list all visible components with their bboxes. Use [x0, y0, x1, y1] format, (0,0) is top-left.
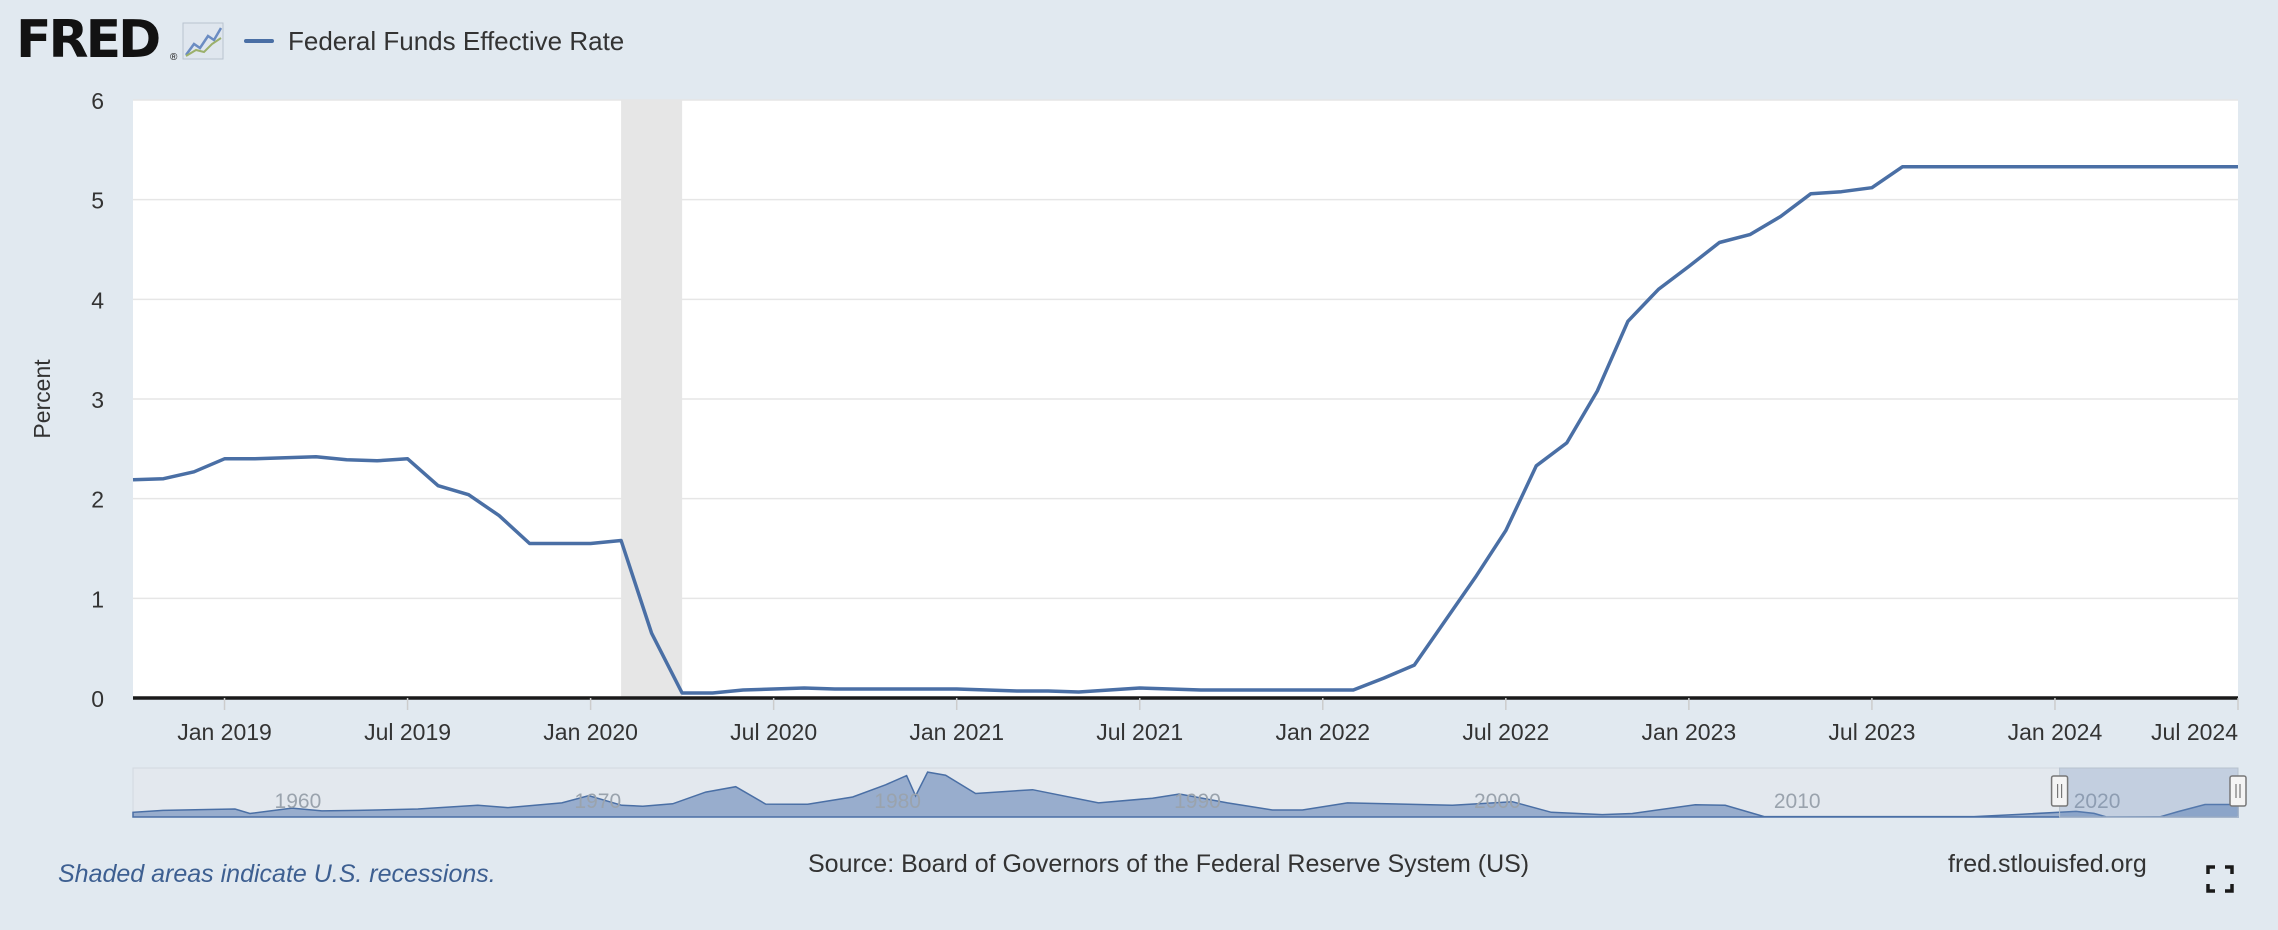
x-tick-label: Jan 2020 — [543, 719, 638, 745]
y-tick-label: 6 — [91, 88, 104, 114]
navigator-handle-right[interactable] — [2229, 775, 2247, 807]
x-tick-label: Jul 2022 — [1462, 719, 1549, 745]
series-line-fedfunds[interactable] — [132, 165, 2238, 695]
x-tick-label: Jan 2022 — [1275, 719, 1370, 745]
navigator-handle-left[interactable] — [2050, 775, 2069, 807]
legend-series-swatch — [244, 39, 274, 43]
grid-lines — [133, 99, 2238, 600]
y-tick-label: 1 — [91, 586, 104, 612]
navigator-year-label: 2000 — [1474, 790, 1521, 813]
recession-note: Shaded areas indicate U.S. recessions. — [58, 860, 496, 888]
navigator-year-label: 1980 — [874, 790, 921, 813]
series-group[interactable] — [132, 165, 2238, 695]
x-tick-label: Jan 2023 — [1642, 719, 1737, 745]
x-tick-label: Jul 2023 — [1828, 719, 1915, 745]
navigator-series-area — [132, 771, 2239, 818]
x-tick-label: Jan 2019 — [177, 719, 272, 745]
fred-logo[interactable]: FRED — [16, 10, 161, 70]
legend[interactable]: Federal Funds Effective Rate — [244, 26, 624, 56]
y-tick-label: 3 — [91, 387, 104, 413]
chart-header: FRED ® Federal Funds Effective Rate — [0, 0, 2278, 80]
x-tick-label: Jul 2019 — [364, 719, 451, 745]
navigator-selection[interactable] — [2059, 767, 2239, 818]
x-tick-label: Jul 2020 — [730, 719, 817, 745]
site-link[interactable]: fred.stlouisfed.org — [1948, 850, 2147, 878]
y-axis: 0 1 2 3 4 5 6 — [91, 88, 104, 712]
y-axis-title: Percent — [29, 359, 55, 439]
x-tick-label: Jan 2024 — [2008, 719, 2103, 745]
navigator-year-label: 1990 — [1174, 790, 1221, 813]
range-navigator[interactable]: 1960 1970 1980 1990 2000 2010 2020 — [132, 767, 2247, 818]
line-graph-icon — [182, 22, 224, 60]
x-tick-label: Jul 2021 — [1096, 719, 1183, 745]
navigator-year-label: 2010 — [1774, 790, 1821, 813]
x-tick-label: Jul 2024 — [2151, 719, 2238, 745]
navigator-year-label: 1970 — [574, 790, 621, 813]
source-text: Source: Board of Governors of the Federa… — [808, 850, 1530, 878]
x-axis: Jan 2019 Jul 2019 Jan 2020 Jul 2020 Jan 2021… — [133, 696, 2239, 745]
y-tick-label: 0 — [91, 686, 104, 712]
y-tick-label: 4 — [91, 287, 104, 313]
navigator-year-label: 2020 — [2074, 790, 2121, 813]
y-tick-label: 5 — [91, 188, 104, 214]
fullscreen-icon[interactable] — [2205, 864, 2235, 894]
legend-series-label: Federal Funds Effective Rate — [288, 25, 625, 56]
registered-mark: ® — [170, 52, 178, 63]
x-tick-label: Jan 2021 — [909, 719, 1004, 745]
y-tick-label: 2 — [91, 487, 104, 513]
navigator-year-label: 1960 — [275, 790, 322, 813]
